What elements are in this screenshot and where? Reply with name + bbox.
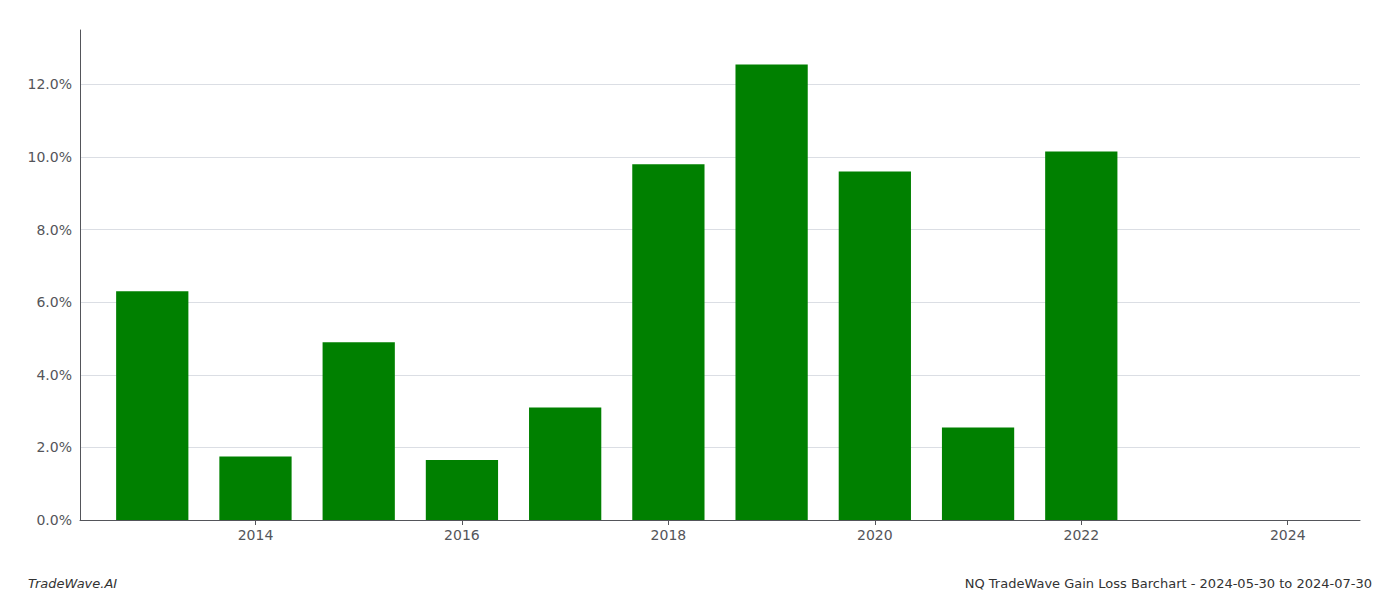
svg-text:2018: 2018 [651, 527, 687, 543]
svg-text:4.0%: 4.0% [36, 367, 72, 383]
svg-text:8.0%: 8.0% [36, 222, 72, 238]
svg-text:12.0%: 12.0% [28, 76, 72, 92]
svg-text:10.0%: 10.0% [28, 149, 72, 165]
svg-text:NQ TradeWave Gain Loss Barchar: NQ TradeWave Gain Loss Barchart - 2024-0… [965, 576, 1372, 591]
svg-text:2016: 2016 [444, 527, 480, 543]
svg-text:6.0%: 6.0% [36, 294, 72, 310]
svg-text:2022: 2022 [1063, 527, 1099, 543]
svg-text:2020: 2020 [857, 527, 893, 543]
svg-text:TradeWave.AI: TradeWave.AI [28, 576, 117, 591]
svg-text:2014: 2014 [238, 527, 274, 543]
svg-text:2.0%: 2.0% [36, 439, 72, 455]
svg-text:2024: 2024 [1270, 527, 1306, 543]
svg-text:0.0%: 0.0% [36, 512, 72, 528]
